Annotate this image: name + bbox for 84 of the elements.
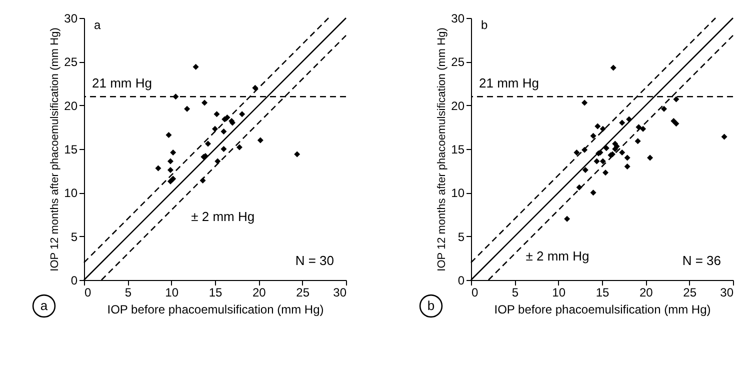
point (574, 149, 580, 156)
x-tick-label: 0 (472, 286, 478, 300)
point (619, 149, 626, 156)
text: b (427, 298, 435, 313)
chart-title: a (94, 18, 101, 32)
y-tick-label: 30 (451, 12, 465, 26)
point (582, 166, 588, 173)
point (721, 134, 728, 140)
ref-line-label: 21 mm Hg (92, 76, 152, 91)
x-tick-label: 0 (84, 286, 92, 300)
x-tick-label: 15 (208, 286, 222, 300)
point (564, 216, 570, 222)
point (673, 96, 680, 102)
point (661, 106, 668, 112)
y-tick-label: 10 (451, 186, 465, 200)
point (220, 146, 227, 152)
y-tick-label: 5 (458, 230, 465, 244)
y-tick-label: 30 (64, 12, 78, 26)
point (594, 123, 601, 130)
x-tick-label: 25 (296, 286, 310, 300)
y-axis-title: IOP 12 months after phacoemulsification (mm Hg) (436, 28, 448, 272)
x-axis-title: IOP before phacoemulsification (mm Hg) (107, 302, 324, 316)
point (294, 151, 300, 158)
point (202, 100, 208, 106)
y-tick-label: 10 (64, 186, 78, 200)
point (590, 190, 596, 196)
y-tick-label: 15 (64, 142, 78, 156)
point (602, 170, 608, 176)
point (673, 120, 680, 127)
point (619, 120, 626, 126)
chart-title: b (481, 18, 488, 32)
point (252, 84, 258, 91)
y-tick-label: 25 (64, 55, 78, 70)
y-tick-label: 0 (70, 274, 78, 288)
y-tick-label: 15 (451, 142, 465, 156)
x-tick-label: 30 (333, 286, 347, 300)
point (236, 144, 242, 150)
annotation: ± 2 mm Hg (191, 209, 255, 224)
point (600, 126, 606, 132)
x-tick-label: 15 (596, 286, 610, 300)
point (603, 145, 610, 152)
x-axis-title: IOP before phacoemulsification (mm Hg) (494, 302, 711, 316)
x-tick-label: 20 (252, 286, 266, 300)
annotation: ± 2 mm Hg (526, 248, 590, 264)
point (192, 64, 199, 70)
point (155, 165, 162, 172)
point (594, 158, 600, 164)
point (624, 163, 630, 170)
point (166, 132, 172, 138)
annotation: N = 36 (682, 253, 721, 268)
x-tick-label: 5 (124, 286, 132, 300)
y-tick-label: 5 (70, 230, 78, 244)
y-axis-title: IOP 12 months after phacoemulsification (mm Hg) (49, 28, 62, 272)
point (167, 158, 174, 164)
ref-line-label: 21 mm Hg (479, 76, 539, 91)
point (167, 166, 174, 173)
point (582, 100, 588, 106)
text: a (40, 298, 48, 313)
point (634, 138, 641, 144)
point (257, 137, 264, 144)
y-tick-label: 0 (458, 274, 465, 288)
point (184, 106, 190, 112)
point (220, 128, 227, 135)
y-tick-label: 20 (64, 98, 78, 113)
x-tick-label: 30 (720, 286, 734, 300)
x-tick-label: 5 (512, 286, 519, 300)
point (647, 154, 654, 161)
x-tick-label: 25 (683, 286, 697, 300)
point (212, 126, 218, 132)
point (239, 111, 246, 118)
x-tick-label: 20 (639, 286, 654, 300)
point (624, 154, 630, 161)
point (610, 64, 616, 71)
point (170, 149, 176, 156)
annotation: N = 30 (295, 253, 334, 268)
point (214, 111, 220, 118)
point (205, 140, 212, 147)
x-tick-label: 10 (552, 286, 566, 300)
point (640, 126, 646, 132)
y-tick-label: 20 (451, 98, 465, 113)
y-tick-label: 25 (451, 55, 465, 70)
point (590, 132, 596, 139)
x-tick-label: 10 (165, 286, 179, 300)
point (600, 158, 606, 164)
